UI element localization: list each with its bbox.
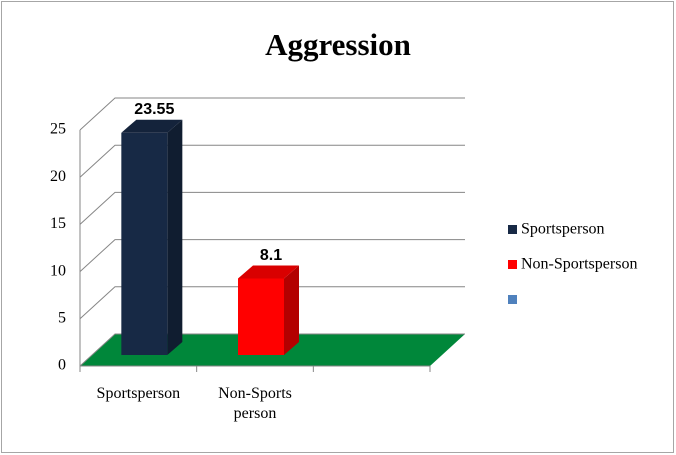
grid-line: [79, 239, 465, 272]
grid-line: [79, 286, 465, 320]
legend-swatch: [508, 225, 517, 234]
bar: [121, 119, 183, 355]
y-tick-label: 10: [50, 262, 66, 279]
x-tick-label: Non-Sports person: [218, 385, 292, 422]
grid-line: [79, 333, 465, 367]
bar-front: [121, 132, 168, 355]
bar-top: [238, 265, 299, 279]
x-tick-label: Sportsperson: [96, 385, 181, 402]
y-tick-label: 0: [58, 357, 66, 374]
value-label: 8.1: [260, 247, 282, 264]
legend-label: Sportsperson: [521, 221, 605, 238]
grid-line: [79, 97, 465, 131]
bar-side: [284, 265, 299, 355]
bar-side: [167, 119, 183, 355]
value-label: 23.55: [134, 101, 174, 118]
bar-top: [121, 119, 183, 133]
grid-line: [79, 144, 465, 178]
y-tick-label: 25: [50, 121, 66, 138]
chart-title: Aggression: [265, 27, 411, 62]
legend-swatch: [508, 260, 517, 269]
legend-swatch: [508, 295, 517, 304]
grid-line: [79, 191, 465, 225]
y-tick-label: 15: [50, 215, 66, 232]
y-tick-label: 20: [50, 168, 66, 185]
y-tick-label: 5: [58, 309, 66, 326]
bar: [238, 265, 299, 355]
legend-label: Non-Sportsperson: [521, 256, 637, 273]
bar-front: [238, 278, 284, 355]
